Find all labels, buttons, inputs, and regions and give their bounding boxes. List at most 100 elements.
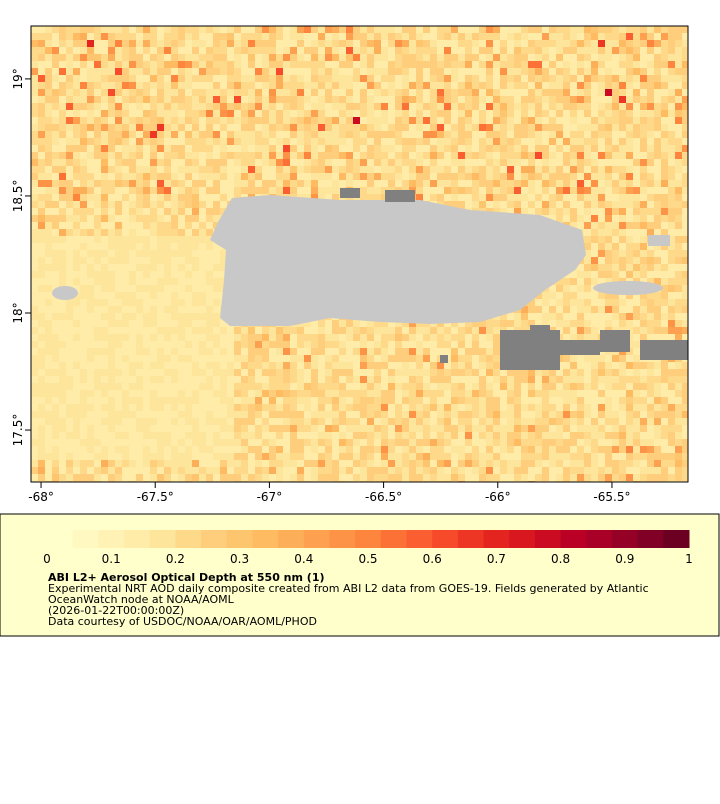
aod-pixel bbox=[528, 68, 535, 75]
aod-pixel bbox=[605, 271, 612, 278]
aod-pixel bbox=[339, 348, 346, 355]
aod-pixel bbox=[430, 75, 437, 82]
aod-pixel bbox=[346, 47, 353, 54]
aod-pixel bbox=[87, 292, 94, 299]
aod-pixel bbox=[213, 103, 220, 110]
aod-pixel bbox=[409, 40, 416, 47]
aod-pixel bbox=[647, 320, 654, 327]
aod-pixel bbox=[549, 40, 556, 47]
aod-pixel bbox=[668, 250, 675, 257]
aod-pixel bbox=[304, 117, 311, 124]
aod-pixel bbox=[563, 117, 570, 124]
aod-pixel bbox=[353, 173, 360, 180]
aod-pixel bbox=[185, 376, 192, 383]
aod-pixel bbox=[122, 180, 129, 187]
aod-pixel bbox=[45, 299, 52, 306]
aod-pixel bbox=[115, 264, 122, 271]
aod-pixel bbox=[248, 61, 255, 68]
aod-pixel bbox=[535, 54, 542, 61]
aod-pixel bbox=[45, 152, 52, 159]
aod-pixel bbox=[591, 306, 598, 313]
aod-pixel bbox=[668, 194, 675, 201]
aod-pixel bbox=[647, 61, 654, 68]
aod-pixel bbox=[472, 166, 479, 173]
aod-pixel bbox=[353, 180, 360, 187]
aod-pixel bbox=[262, 26, 269, 33]
aod-pixel bbox=[269, 362, 276, 369]
aod-pixel bbox=[136, 33, 143, 40]
aod-pixel bbox=[164, 110, 171, 117]
aod-pixel bbox=[234, 327, 241, 334]
aod-pixel bbox=[381, 334, 388, 341]
aod-pixel bbox=[206, 285, 213, 292]
aod-pixel bbox=[290, 145, 297, 152]
aod-pixel bbox=[353, 82, 360, 89]
aod-pixel bbox=[115, 243, 122, 250]
aod-pixel bbox=[241, 327, 248, 334]
aod-pixel bbox=[444, 54, 451, 61]
aod-pixel bbox=[437, 327, 444, 334]
aod-pixel bbox=[192, 96, 199, 103]
aod-pixel bbox=[234, 341, 241, 348]
aod-pixel bbox=[521, 201, 528, 208]
aod-pixel bbox=[101, 222, 108, 229]
aod-pixel bbox=[150, 187, 157, 194]
aod-pixel bbox=[87, 194, 94, 201]
aod-pixel bbox=[171, 369, 178, 376]
aod-pixel bbox=[129, 369, 136, 376]
aod-pixel bbox=[59, 355, 66, 362]
aod-pixel bbox=[192, 369, 199, 376]
aod-pixel bbox=[150, 362, 157, 369]
aod-pixel bbox=[80, 201, 87, 208]
aod-pixel bbox=[332, 327, 339, 334]
aod-pixel bbox=[164, 180, 171, 187]
aod-pixel bbox=[542, 138, 549, 145]
aod-pixel bbox=[31, 348, 38, 355]
aod-pixel bbox=[423, 96, 430, 103]
aod-pixel bbox=[479, 320, 486, 327]
aod-pixel bbox=[472, 320, 479, 327]
aod-pixel bbox=[605, 292, 612, 299]
aod-pixel bbox=[535, 145, 542, 152]
aod-pixel bbox=[213, 138, 220, 145]
aod-pixel bbox=[311, 376, 318, 383]
aod-pixel bbox=[374, 145, 381, 152]
aod-pixel bbox=[584, 26, 591, 33]
aod-pixel bbox=[388, 75, 395, 82]
aod-pixel bbox=[479, 180, 486, 187]
aod-pixel bbox=[654, 320, 661, 327]
aod-pixel bbox=[395, 26, 402, 33]
aod-pixel bbox=[570, 285, 577, 292]
aod-pixel bbox=[66, 236, 73, 243]
aod-pixel bbox=[262, 355, 269, 362]
aod-pixel bbox=[143, 243, 150, 250]
aod-pixel bbox=[101, 33, 108, 40]
aod-pixel bbox=[59, 306, 66, 313]
aod-pixel bbox=[143, 103, 150, 110]
aod-pixel bbox=[486, 194, 493, 201]
aod-pixel bbox=[619, 75, 626, 82]
aod-pixel bbox=[178, 222, 185, 229]
aod-pixel bbox=[255, 124, 262, 131]
aod-pixel bbox=[542, 47, 549, 54]
aod-pixel bbox=[80, 215, 87, 222]
aod-pixel bbox=[108, 236, 115, 243]
aod-pixel bbox=[262, 152, 269, 159]
aod-pixel bbox=[311, 369, 318, 376]
aod-pixel bbox=[45, 180, 52, 187]
aod-pixel bbox=[206, 54, 213, 61]
aod-pixel bbox=[199, 180, 206, 187]
aod-pixel bbox=[87, 278, 94, 285]
aod-pixel bbox=[514, 320, 521, 327]
aod-pixel bbox=[535, 292, 542, 299]
aod-pixel bbox=[38, 320, 45, 327]
aod-pixel bbox=[535, 173, 542, 180]
aod-pixel bbox=[325, 362, 332, 369]
aod-pixel bbox=[668, 334, 675, 341]
aod-pixel bbox=[115, 376, 122, 383]
aod-pixel bbox=[192, 215, 199, 222]
aod-pixel bbox=[185, 82, 192, 89]
aod-pixel bbox=[52, 222, 59, 229]
aod-pixel bbox=[325, 82, 332, 89]
aod-pixel bbox=[143, 285, 150, 292]
